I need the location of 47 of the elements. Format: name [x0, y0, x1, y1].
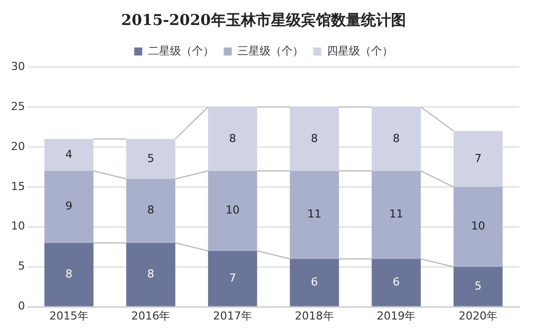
x-tick-label: 2015年 [49, 309, 88, 322]
x-tick-label: 2020年 [458, 309, 498, 322]
data-label: 6 [310, 275, 318, 288]
y-tick-label: 20 [10, 140, 25, 153]
bar [454, 266, 503, 306]
data-label: 11 [389, 208, 404, 221]
data-label: 8 [65, 267, 72, 280]
data-label: 8 [147, 204, 154, 217]
y-tick-label: 15 [10, 180, 25, 193]
x-tick-label: 2019年 [376, 309, 416, 322]
data-label: 10 [471, 220, 486, 233]
data-label: 5 [147, 152, 154, 165]
data-label: 8 [310, 132, 318, 145]
bar [208, 170, 258, 251]
bar [44, 242, 94, 306]
data-label: 4 [65, 148, 72, 161]
data-label: 6 [392, 275, 400, 288]
y-tick-label: 0 [18, 300, 25, 313]
bar [290, 258, 339, 306]
legend-label: 四星级（个） [326, 44, 393, 58]
bar [454, 186, 503, 267]
data-label: 10 [226, 204, 240, 217]
bar [126, 178, 176, 243]
chart-title: 2015-2020年玉林市星级宾馆数量统计图 [121, 10, 406, 29]
bar [372, 258, 421, 306]
y-tick-label: 10 [10, 220, 25, 233]
data-label: 8 [147, 267, 154, 280]
y-tick-label: 25 [10, 100, 25, 113]
data-label: 9 [65, 200, 72, 213]
data-label: 8 [392, 132, 400, 145]
x-tick-label: 2018年 [294, 309, 334, 322]
data-label: 11 [307, 208, 322, 221]
data-label: 7 [474, 152, 482, 165]
data-label: 7 [229, 271, 236, 284]
bar [44, 170, 94, 243]
y-tick-label: 5 [18, 260, 25, 273]
bar [372, 170, 421, 259]
bar [126, 242, 176, 306]
data-label: 8 [229, 132, 236, 145]
legend-label: 二星级（个） [148, 44, 214, 58]
x-tick-label: 2016年 [131, 309, 170, 322]
legend-label: 三星级（个） [237, 44, 304, 58]
bar [290, 170, 339, 259]
y-tick-label: 30 [10, 60, 25, 73]
x-tick-label: 2017年 [213, 309, 252, 322]
bar [208, 250, 258, 306]
data-label: 5 [474, 279, 482, 292]
